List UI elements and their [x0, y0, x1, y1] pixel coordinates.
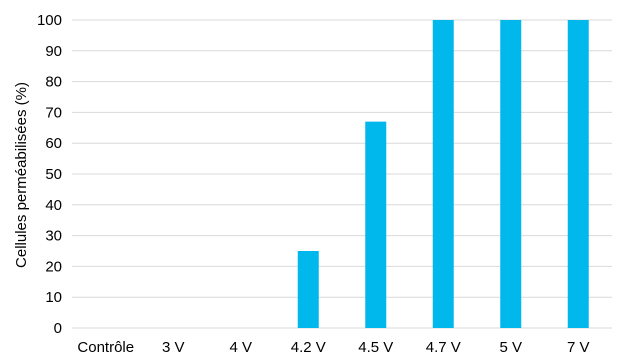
y-tick-label: 40 [45, 197, 62, 214]
y-tick-label: 60 [45, 135, 62, 152]
bar [365, 121, 387, 328]
x-tick-label: 3 V [162, 339, 185, 356]
bar [567, 20, 589, 328]
bar [432, 20, 454, 328]
bars [297, 20, 589, 328]
x-tick-label: 5 V [499, 339, 522, 356]
y-tick-label: 50 [45, 166, 62, 183]
y-axis-title: Cellules perméabilisées (%) [13, 82, 30, 268]
x-tick-label: 4.7 V [426, 339, 461, 356]
bar [297, 251, 319, 328]
y-tick-label: 20 [45, 258, 62, 275]
bar [500, 20, 522, 328]
y-axis-ticks: 0 10 20 30 40 50 60 70 80 90 100 [37, 12, 62, 337]
y-tick-label: 70 [45, 104, 62, 121]
y-tick-label: 90 [45, 43, 62, 60]
y-tick-label: 80 [45, 74, 62, 91]
y-tick-label: 30 [45, 228, 62, 245]
x-tick-label: 7 V [567, 339, 590, 356]
y-tick-label: 100 [37, 12, 62, 29]
x-axis-ticks: Contrôle 3 V 4 V 4.2 V 4.5 V 4.7 V 5 V 7 V [77, 339, 589, 356]
x-tick-label: 4.5 V [358, 339, 393, 356]
gridlines [72, 19, 612, 329]
x-tick-label: 4.2 V [291, 339, 326, 356]
x-tick-label: 4 V [229, 339, 252, 356]
x-tick-label: Contrôle [77, 339, 134, 356]
y-tick-label: 0 [54, 320, 62, 337]
y-tick-label: 10 [45, 289, 62, 306]
